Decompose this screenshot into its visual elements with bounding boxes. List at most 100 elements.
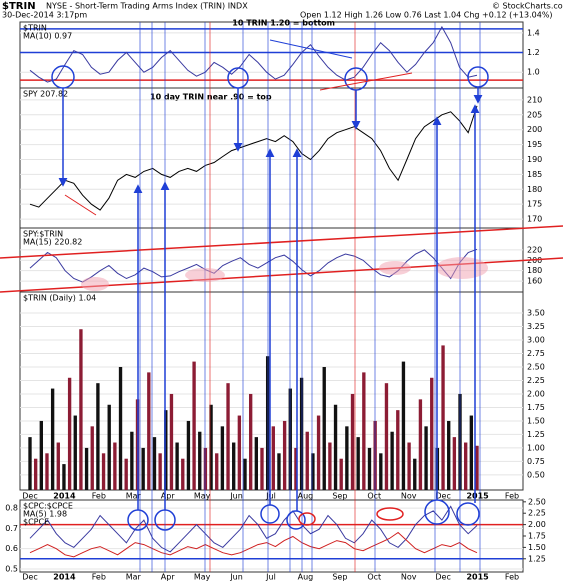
bar xyxy=(475,445,479,490)
bar xyxy=(79,329,83,490)
circle xyxy=(376,507,404,521)
panel-title: $TRIN xyxy=(23,24,47,33)
panel-title: $CPC:$CPCE xyxy=(23,502,73,511)
y-tick-label: 1.00 xyxy=(527,443,545,452)
y-tick-label: 180 xyxy=(527,266,542,275)
panel-frame xyxy=(19,291,524,491)
x-tick-label: Feb xyxy=(92,573,106,582)
bar xyxy=(447,420,451,490)
y2-tick-label: 1.25 xyxy=(528,554,546,563)
bar xyxy=(84,447,89,490)
x-tick-label: Jun xyxy=(229,573,243,582)
bar xyxy=(141,447,145,490)
bar xyxy=(107,404,111,490)
bar xyxy=(96,383,100,490)
bar xyxy=(271,426,275,490)
series-line xyxy=(29,531,478,558)
bar xyxy=(209,404,213,490)
legend-entry: MA(5) 1.98 xyxy=(23,510,67,519)
x-tick-label: Apr xyxy=(161,492,176,501)
x-tick-label: May xyxy=(194,492,211,501)
y-tick-label: 210 xyxy=(527,95,542,104)
x-tick-label: Oct xyxy=(367,573,381,582)
y-tick-label: 0.6 xyxy=(5,544,18,553)
x-tick-label: May xyxy=(194,573,211,582)
y2-tick-label: 1.75 xyxy=(528,532,546,541)
bar xyxy=(430,377,434,490)
bar xyxy=(164,410,168,490)
bar xyxy=(362,372,366,490)
panel-title: SPY:$TRIN xyxy=(23,230,63,239)
pointer xyxy=(319,72,413,91)
bar xyxy=(215,453,219,490)
bar xyxy=(401,361,406,490)
bar xyxy=(356,437,360,490)
bar xyxy=(203,447,208,490)
x-tick-label: 2014 xyxy=(53,573,76,582)
bar xyxy=(345,426,349,490)
series-line xyxy=(29,25,478,83)
series-line xyxy=(29,105,478,211)
bar xyxy=(350,393,355,490)
bar xyxy=(248,393,253,490)
bar xyxy=(452,437,457,490)
y-tick-label: 1.2 xyxy=(527,48,540,57)
credit: © StockCharts.com xyxy=(492,2,563,11)
bar xyxy=(169,393,174,490)
pointer xyxy=(269,39,353,59)
y-tick-label: 2.75 xyxy=(527,349,545,358)
bar xyxy=(45,453,49,490)
annotations-overlay xyxy=(0,39,563,531)
y-tick-label: 2.50 xyxy=(527,362,545,371)
x-tick-label: Nov xyxy=(401,573,417,582)
bar xyxy=(299,377,304,490)
bar xyxy=(33,458,38,490)
bar xyxy=(464,442,468,490)
bar xyxy=(56,442,60,490)
bar xyxy=(113,442,117,490)
x-tick-label: Feb xyxy=(505,573,519,582)
y-tick-label: 3.00 xyxy=(527,336,545,345)
x-tick-label: Apr xyxy=(161,573,176,582)
x-tick-label: 2015 xyxy=(466,573,489,582)
bar xyxy=(67,377,72,490)
bar xyxy=(311,453,315,490)
series-line xyxy=(29,505,478,553)
x-tick-label: 2014 xyxy=(53,492,76,501)
bar xyxy=(124,458,128,490)
bar xyxy=(152,437,157,490)
y-tick-label: 190 xyxy=(527,155,542,164)
circle xyxy=(286,510,306,530)
bar xyxy=(147,372,151,490)
bar xyxy=(158,453,162,490)
y2-tick-label: 1.50 xyxy=(528,543,546,552)
bar xyxy=(175,442,179,490)
highlight xyxy=(81,277,109,291)
x-tick-label: Nov xyxy=(401,492,417,501)
bar xyxy=(28,437,32,490)
y-tick-label: 185 xyxy=(527,170,542,179)
bar xyxy=(316,415,321,490)
bar xyxy=(192,361,196,490)
highlight xyxy=(379,261,411,275)
bar xyxy=(424,426,428,490)
x-tick-label: Mar xyxy=(126,492,142,501)
x-tick-label: Mar xyxy=(126,573,142,582)
bar xyxy=(469,415,474,490)
bar xyxy=(101,453,106,490)
x-tick-label: Dec xyxy=(22,573,37,582)
y-tick-label: 220 xyxy=(527,245,542,254)
bar xyxy=(226,383,230,490)
bar xyxy=(277,453,281,490)
x-tick-label: Feb xyxy=(505,492,519,501)
symbol: $TRIN xyxy=(2,1,36,12)
y-tick-label: 0.75 xyxy=(527,457,545,466)
bar xyxy=(62,464,66,490)
y-tick-label: 0.5 xyxy=(5,564,18,573)
bar xyxy=(90,426,94,490)
date: 30-Dec-2014 3:17pm xyxy=(2,11,87,20)
y-tick-label: 3.25 xyxy=(527,322,545,331)
bar xyxy=(333,404,338,490)
bar xyxy=(390,431,394,490)
y-tick-label: 2.25 xyxy=(527,376,545,385)
